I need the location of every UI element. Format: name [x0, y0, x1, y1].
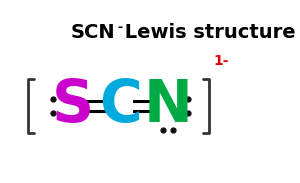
Text: N: N: [144, 77, 193, 135]
Text: 1-: 1-: [213, 54, 229, 68]
Text: SCN: SCN: [71, 23, 116, 42]
Text: C: C: [99, 77, 142, 135]
Text: Lewis structure: Lewis structure: [118, 23, 296, 42]
Text: -: -: [117, 21, 122, 34]
Text: S: S: [52, 77, 94, 135]
